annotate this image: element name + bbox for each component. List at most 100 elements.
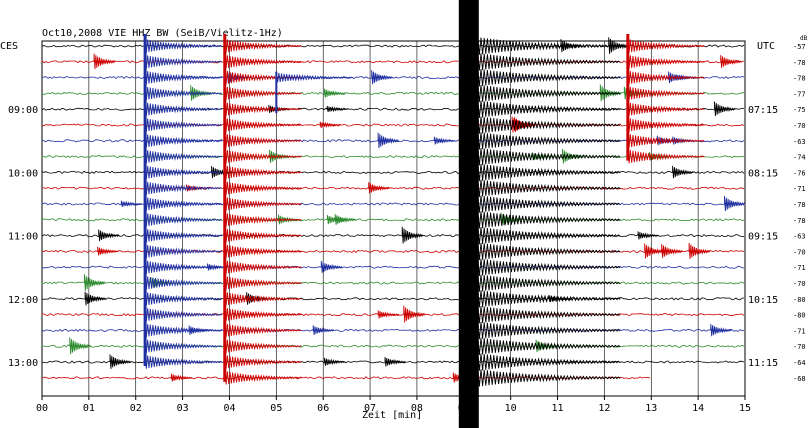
- minor-event: [97, 246, 119, 256]
- minor-event: [710, 323, 732, 337]
- right-db-value: -78: [793, 201, 806, 209]
- event-0-wave-10: [144, 196, 223, 211]
- event-0-wave-2: [144, 70, 223, 85]
- right-tz-label: UTC: [757, 41, 775, 52]
- event-3-coda-8: [477, 163, 621, 182]
- x-tick-label-3: 03: [177, 403, 189, 414]
- event-3-coda-18: [477, 321, 621, 340]
- x-tick-label-2: 02: [130, 403, 142, 414]
- event-3-coda-12: [477, 226, 621, 245]
- left-time-label: 10:00: [8, 168, 38, 179]
- x-tick-label-15: 15: [739, 403, 751, 414]
- minor-event: [246, 292, 268, 305]
- minor-event: [368, 182, 390, 194]
- right-db-value: -71: [793, 185, 806, 193]
- right-db-value: -80: [793, 296, 806, 304]
- right-db-value: -63: [793, 233, 806, 241]
- event-3-coda-6: [477, 131, 621, 150]
- minor-event: [211, 165, 233, 179]
- x-axis-label: Zeit [min]: [362, 410, 422, 421]
- trace-21: [41, 376, 651, 380]
- left-time-label: 09:00: [8, 105, 38, 116]
- x-tick-label-12: 12: [598, 403, 610, 414]
- left-time-label: 12:00: [8, 295, 38, 306]
- event-1-wave-4: [224, 102, 302, 116]
- event-3-coda-20: [477, 352, 621, 371]
- minor-event: [371, 70, 393, 85]
- event-0-wave-1: [144, 54, 223, 69]
- right-db-value: -71: [793, 264, 806, 272]
- minor-event: [511, 116, 534, 133]
- minor-event: [98, 229, 120, 242]
- right-db-value: -75: [793, 106, 806, 114]
- event-1-wave-13: [224, 244, 302, 259]
- event-4-wave-4: [627, 102, 705, 116]
- minor-event: [377, 132, 400, 149]
- event-0-wave-7: [144, 149, 223, 164]
- minor-event: [334, 214, 357, 225]
- event-0-wave-3: [144, 86, 223, 101]
- left-time-label: 11:00: [8, 232, 38, 243]
- event-1-wave-9: [224, 181, 302, 195]
- x-tick-label-14: 14: [692, 403, 704, 414]
- minor-event: [599, 84, 622, 102]
- event-0-wave-20: [144, 354, 223, 369]
- event-3-coda-5: [477, 115, 621, 134]
- x-tick-label-11: 11: [552, 403, 564, 414]
- event-0-wave-8: [144, 165, 223, 180]
- minor-event: [377, 310, 400, 319]
- minor-event: [109, 354, 132, 369]
- event-0-wave-0: [144, 38, 223, 53]
- minor-event: [170, 373, 193, 382]
- event-3-coda-19: [477, 337, 621, 355]
- right-db-value: -78: [793, 75, 806, 83]
- event-3-coda-21: [477, 368, 621, 387]
- event-1-wave-11: [224, 212, 302, 227]
- event-0-wave-15: [144, 275, 223, 290]
- right-time-label: 09:15: [748, 232, 778, 243]
- event-4-wave-7: [627, 149, 705, 164]
- minor-event: [637, 231, 660, 240]
- minor-event: [83, 274, 106, 291]
- right-db-value: -70: [793, 343, 806, 351]
- minor-event: [190, 85, 212, 101]
- x-tick-label-4: 04: [223, 403, 235, 414]
- minor-event: [720, 55, 742, 68]
- event-4-wave-5: [627, 117, 705, 132]
- event-1-wave-20: [224, 354, 302, 369]
- minor-event: [323, 88, 346, 98]
- event-1-wave-3: [224, 86, 302, 101]
- event-0-wave-4: [144, 102, 223, 116]
- event-0-wave-18: [144, 323, 223, 338]
- minor-event: [672, 136, 694, 145]
- minor-event: [320, 260, 343, 273]
- event-3-coda-1: [477, 52, 621, 71]
- event-4-wave-3: [627, 86, 705, 101]
- left-time-labels: 09:00 10:00 11:00 12:00 13:00: [8, 105, 38, 369]
- event-0-wave-17: [144, 307, 223, 322]
- seismic-events: [143, 0, 705, 428]
- x-tick-label-5: 05: [270, 403, 282, 414]
- minor-event: [608, 37, 630, 54]
- event-1-wave-16: [224, 291, 302, 306]
- minor-event: [688, 242, 711, 259]
- event-3-coda-2: [477, 68, 621, 87]
- x-tick-label-1: 01: [83, 403, 95, 414]
- x-tick-label-0: 00: [36, 403, 48, 414]
- event-1-wave-10: [224, 196, 302, 211]
- event-4-wave-1: [627, 54, 705, 69]
- minor-event: [326, 105, 349, 113]
- event-3-coda-14: [477, 258, 621, 276]
- right-db-value: -71: [793, 327, 806, 335]
- right-db-value: -63: [793, 138, 806, 146]
- event-0-wave-19: [144, 339, 223, 353]
- event-3-coda-13: [477, 242, 621, 261]
- event-1-wave-1: [224, 54, 302, 69]
- event-1-wave-21: [224, 370, 302, 385]
- minor-event: [269, 149, 291, 163]
- left-time-label: 13:00: [8, 358, 38, 369]
- minor-event: [384, 357, 406, 367]
- minor-event: [433, 136, 456, 145]
- x-tick-label-10: 10: [505, 403, 517, 414]
